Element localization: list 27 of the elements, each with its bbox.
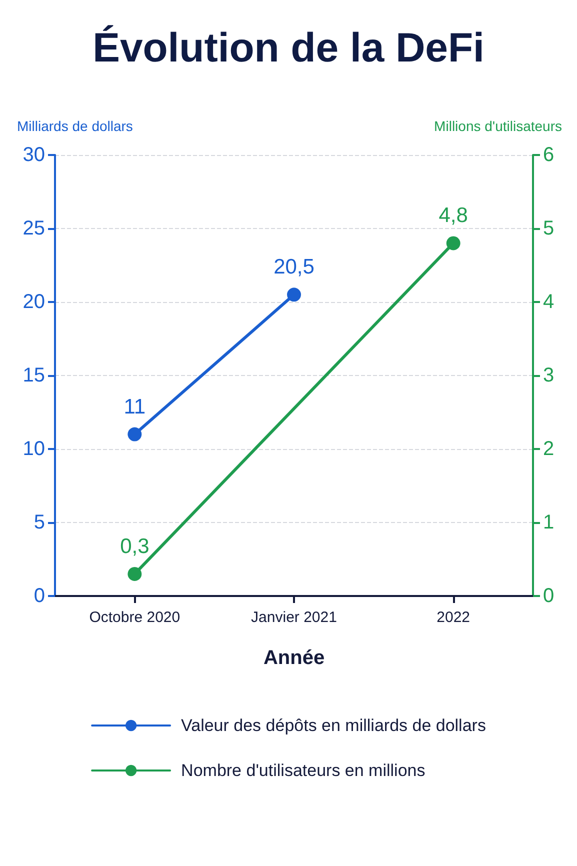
y-tick-label: 30 [22,144,45,166]
y-axis-title: Milliards de dollars [17,118,133,134]
y2-axis-title: Millions d'utilisateurs [434,118,562,134]
y2-tick-label: 0 [543,585,554,607]
x-tick-label: Janvier 2021 [251,609,337,626]
y2-tick-label: 5 [543,218,554,240]
y2-tick-label: 3 [543,364,554,386]
chart-title: Évolution de la DeFi [92,24,484,70]
legend-label: Nombre d'utilisateurs en millions [181,761,426,780]
x-tick-label: 2022 [436,609,470,626]
y-tick-label: 0 [34,585,45,607]
x-axis-title: Année [263,647,325,669]
legend-label: Valeur des dépôts en milliards de dollars [181,716,486,735]
data-label: 11 [124,395,146,418]
y2-tick-label: 6 [543,144,554,166]
y-tick-label: 15 [22,364,45,386]
y2-tick-label: 1 [543,512,554,534]
x-tick-label: Octobre 2020 [89,609,180,626]
data-label: 20,5 [274,256,314,279]
y-tick-label: 25 [22,218,45,240]
y2-tick-label: 4 [543,291,554,313]
data-label: 4,8 [438,204,468,228]
y-tick-label: 5 [34,512,45,534]
y2-tick-label: 2 [543,438,554,460]
y-tick-label: 10 [22,438,45,460]
data-label: 0,3 [120,534,150,558]
y-tick-label: 20 [22,291,45,313]
